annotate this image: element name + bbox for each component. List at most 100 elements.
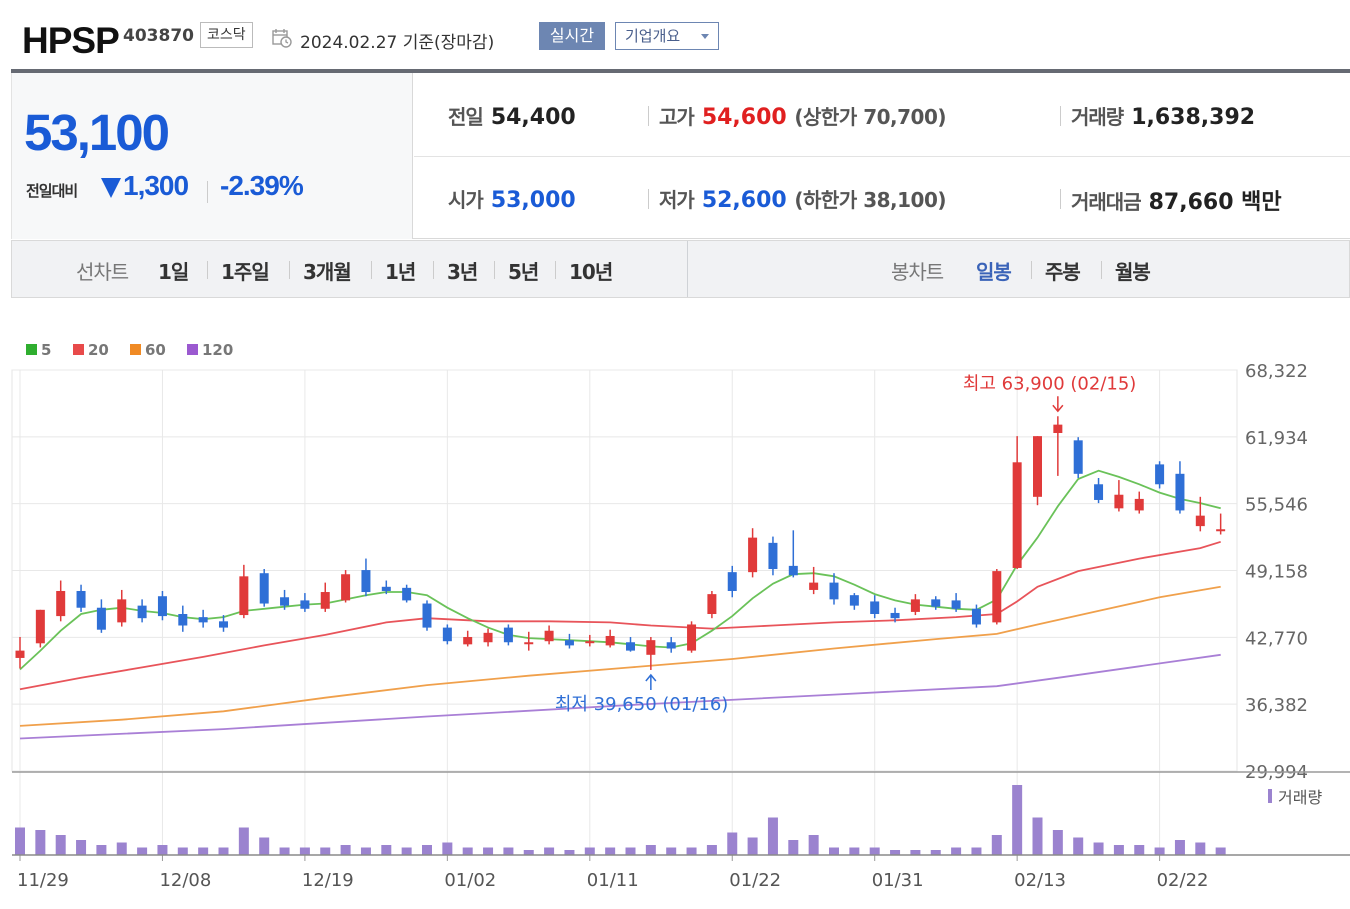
volume-bar <box>116 842 127 855</box>
tab-line-1d[interactable]: 1일 <box>158 260 189 284</box>
candle-body <box>442 627 452 642</box>
stat-prev-close: 전일 54,400 <box>448 101 576 130</box>
candle <box>219 615 228 632</box>
stat-trade-amount: 거래대금 87,660 백만 <box>1071 184 1282 216</box>
header-divider <box>11 69 1350 73</box>
candle <box>544 625 554 645</box>
candle <box>890 607 900 623</box>
candle <box>626 637 635 652</box>
candle-body <box>564 640 574 646</box>
x-tick-label: 01/22 <box>729 870 781 891</box>
candle-body <box>1195 515 1205 527</box>
stat-value: 87,660 백만 <box>1148 190 1282 215</box>
tab-line-1w[interactable]: 1주일 <box>221 260 270 284</box>
volume-bar <box>442 842 453 855</box>
candle-body <box>524 642 534 645</box>
candle <box>503 624 513 646</box>
stat-low: 저가 52,600 (하한가 38,100) <box>659 184 947 213</box>
tab-line-1y[interactable]: 1년 <box>385 260 416 284</box>
volume-bar <box>930 850 941 855</box>
candle <box>687 621 697 653</box>
volume-bar <box>259 837 270 855</box>
realtime-button[interactable]: 실시간 <box>539 22 605 50</box>
candle-body <box>117 599 127 623</box>
stat-label: 전일 <box>448 105 484 129</box>
volume-bar <box>523 850 534 855</box>
volume-bar <box>605 847 616 855</box>
candle <box>524 631 534 651</box>
candle-body <box>1094 484 1104 500</box>
candle <box>1053 416 1063 476</box>
volume-bar <box>564 850 575 855</box>
stock-name: HPSP <box>22 20 120 61</box>
tab-line-5y[interactable]: 5년 <box>508 260 539 284</box>
stat-label: 저가 <box>659 188 695 212</box>
volume-bar <box>238 827 249 855</box>
candle <box>1134 491 1144 514</box>
candle <box>15 637 25 669</box>
lower-limit: (하한가 38,100) <box>794 188 947 212</box>
chevron-down-icon <box>701 34 709 39</box>
volume-bar <box>849 847 860 855</box>
volume-bar <box>76 840 87 855</box>
volume-bar <box>1154 847 1165 855</box>
candle-body <box>910 599 920 612</box>
candle <box>300 593 310 612</box>
change-percent: -2.39% <box>220 170 304 201</box>
volume-bar <box>360 847 371 855</box>
candle-body <box>96 607 106 630</box>
legend-swatch-ma120 <box>187 344 198 355</box>
candle-body <box>992 571 1002 623</box>
candle <box>585 634 595 647</box>
tab-line-3m[interactable]: 3개월 <box>303 260 352 284</box>
high-arrow-icon <box>1052 396 1064 413</box>
line-chart-label: 선차트 <box>76 260 129 284</box>
candle <box>280 589 290 610</box>
candle <box>870 595 880 619</box>
y-tick-label: 49,158 <box>1245 562 1308 583</box>
candle <box>1073 437 1083 478</box>
candle <box>768 536 778 576</box>
candle <box>239 564 249 619</box>
candle-body <box>422 603 432 628</box>
volume-bar <box>869 847 880 855</box>
candle-body <box>1216 529 1226 532</box>
high-annotation-label: 최고 63,900 (02/15) <box>963 373 1136 394</box>
candle-body <box>890 612 900 619</box>
divider <box>648 189 649 209</box>
tab-line-10y[interactable]: 10년 <box>569 260 613 284</box>
stat-label: 거래량 <box>1071 105 1124 129</box>
divider <box>289 261 290 279</box>
divider <box>207 181 208 203</box>
company-overview-dropdown[interactable]: 기업개요 <box>615 22 719 50</box>
volume-bar <box>1195 842 1206 855</box>
tab-line-3y[interactable]: 3년 <box>447 260 478 284</box>
x-tick-label: 12/19 <box>302 870 354 891</box>
volume-bar <box>503 847 514 855</box>
candle <box>564 633 574 649</box>
candle-body <box>1012 462 1022 568</box>
tab-candle-monthly[interactable]: 월봉 <box>1115 260 1151 284</box>
ma60-line <box>19 585 1221 727</box>
volume-bar <box>198 847 209 855</box>
tab-candle-daily[interactable]: 일봉 <box>976 260 1012 284</box>
volume-bar <box>829 847 839 855</box>
volume-bar <box>35 830 46 855</box>
candle <box>320 582 330 612</box>
volume-bar <box>1113 845 1124 855</box>
legend-label-ma60: 60 <box>145 341 166 359</box>
candle-body <box>219 621 228 628</box>
candle <box>1033 436 1042 506</box>
divider <box>433 261 434 279</box>
candle-body <box>646 640 656 655</box>
volume-bar <box>991 835 1002 855</box>
volume-bar <box>320 847 331 855</box>
reference-date: 2024.02.27 기준(장마감) <box>300 33 495 53</box>
volume-bar <box>1012 785 1023 855</box>
tab-candle-weekly[interactable]: 주봉 <box>1045 260 1081 284</box>
candle <box>1175 461 1185 514</box>
candlestick-chart: 5 20 60 120 68,322 61,934 55,546 49,158 42,770 36… <box>11 341 1350 891</box>
stock-code: 403870 <box>123 26 194 46</box>
candle <box>463 630 473 647</box>
candle-body <box>157 596 167 617</box>
